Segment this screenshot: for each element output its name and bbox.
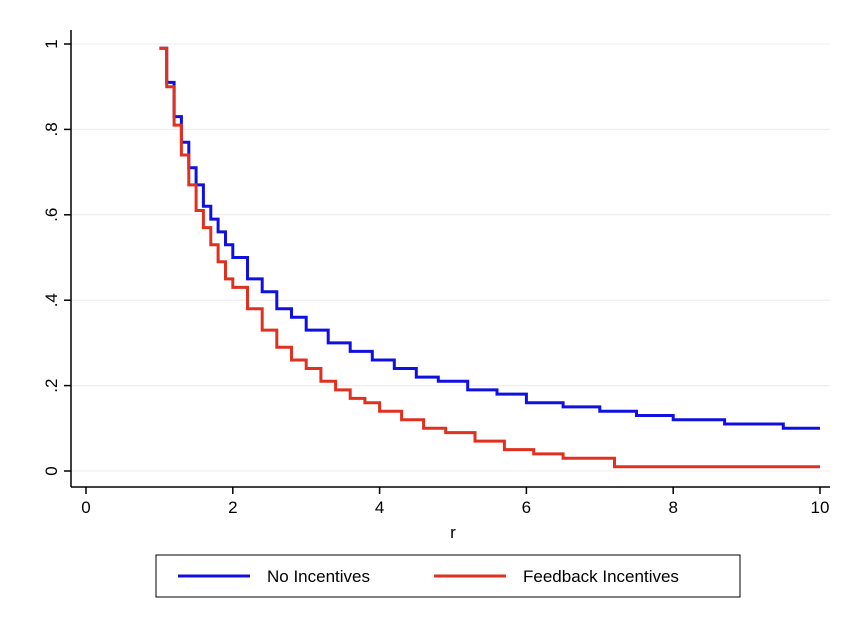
x-tick-label: 8 <box>668 498 677 517</box>
axes <box>70 30 830 488</box>
y-tick-label: .2 <box>42 379 61 393</box>
y-tick-label: 1 <box>42 39 61 48</box>
x-tick-label: 6 <box>522 498 531 517</box>
y-tick-label: .4 <box>42 293 61 307</box>
x-tick-label: 10 <box>811 498 830 517</box>
x-ticks: 0 2 4 6 8 10 <box>81 487 829 517</box>
x-tick-label: 0 <box>81 498 90 517</box>
legend-box <box>155 554 741 598</box>
y-tick-label: .6 <box>42 208 61 222</box>
gridlines <box>71 43 830 472</box>
y-ticks: 0 .2 .4 .6 .8 1 <box>42 39 71 476</box>
x-tick-label: 2 <box>228 498 237 517</box>
series-line-feedback-incentives <box>159 46 820 469</box>
series-group <box>159 46 820 469</box>
chart-background <box>8 8 838 612</box>
x-axis-title: r <box>450 523 456 542</box>
legend-label-feedback-incentives: Feedback Incentives <box>523 567 679 586</box>
y-tick-label: 0 <box>42 466 61 475</box>
x-tick-label: 4 <box>375 498 384 517</box>
legend: No Incentives Feedback Incentives <box>155 554 741 598</box>
legend-label-no-incentives: No Incentives <box>267 567 370 586</box>
y-tick-label: .8 <box>42 122 61 136</box>
